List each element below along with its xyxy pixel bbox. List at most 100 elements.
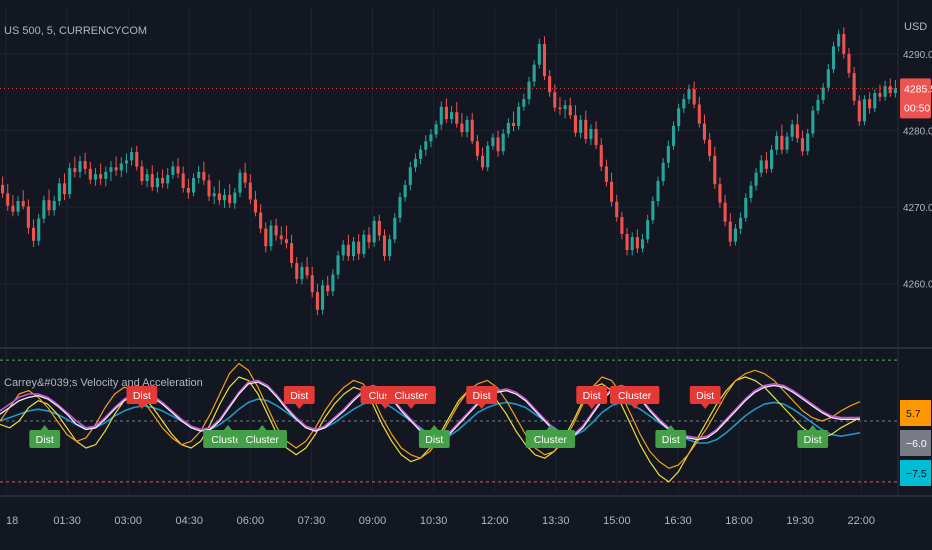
candle-body xyxy=(615,201,619,218)
candle xyxy=(119,157,123,178)
candle xyxy=(666,140,670,169)
candle xyxy=(202,161,206,185)
candle xyxy=(264,222,268,253)
candle xyxy=(475,135,479,161)
candle xyxy=(847,47,851,78)
candle-body xyxy=(238,172,242,193)
signal-text: Cluster xyxy=(211,434,245,446)
candle xyxy=(831,41,836,74)
candle xyxy=(336,250,340,280)
candle xyxy=(83,152,87,175)
candle-body xyxy=(42,200,46,219)
candle-body xyxy=(749,185,753,198)
candle xyxy=(486,141,490,172)
signal-text: Dist xyxy=(583,390,601,402)
candle-body xyxy=(99,174,103,179)
candle xyxy=(708,132,712,162)
candle-body xyxy=(130,151,134,161)
candle xyxy=(501,129,505,156)
time-tick-label: 10:30 xyxy=(420,515,448,527)
signal-pointer xyxy=(381,404,390,409)
candle xyxy=(331,269,335,296)
price-tick-label: 4290.0 xyxy=(903,50,932,61)
candle xyxy=(826,63,830,92)
candle xyxy=(671,121,676,150)
candle xyxy=(197,165,201,184)
candle xyxy=(842,27,846,59)
signal-label-bear: Dist xyxy=(283,386,315,409)
candle xyxy=(233,187,237,209)
signal-pointer xyxy=(701,404,710,409)
candle xyxy=(68,162,72,199)
time-tick-label: 22:00 xyxy=(847,515,875,527)
signal-text: Cluster xyxy=(246,434,280,446)
candle xyxy=(677,103,681,132)
signal-pointer xyxy=(666,425,675,430)
candle xyxy=(57,178,61,206)
candle xyxy=(764,151,768,174)
candle xyxy=(124,153,128,173)
candle-body xyxy=(790,124,794,137)
candle-body xyxy=(450,112,454,120)
candle-body xyxy=(21,201,25,207)
candle-body xyxy=(496,137,500,152)
signal-pointer xyxy=(630,404,639,409)
time-tick-label: 12:00 xyxy=(481,515,509,527)
candle xyxy=(145,168,149,188)
last-price-badge xyxy=(900,78,931,119)
candle xyxy=(754,168,758,191)
candle-body xyxy=(888,86,892,94)
candle xyxy=(222,188,227,208)
candle-body xyxy=(346,244,350,257)
candle xyxy=(542,36,547,80)
signal-text: Dist xyxy=(133,390,151,402)
candle-body xyxy=(713,155,717,185)
countdown-label: 00:50 xyxy=(904,102,930,114)
candle-body xyxy=(656,181,660,202)
candle-body xyxy=(88,168,92,180)
candle-body xyxy=(274,225,278,236)
candle xyxy=(408,161,412,191)
indicator-title[interactable]: Carrey&#039;s Velocity and Acceleration xyxy=(4,377,203,389)
candle xyxy=(610,172,614,207)
symbol-title[interactable]: US 500, 5, CURRENCYCOM xyxy=(4,25,148,37)
candle-body xyxy=(357,241,361,254)
candle xyxy=(31,219,36,247)
candle-body xyxy=(775,135,779,150)
candle xyxy=(295,256,299,284)
candle-body xyxy=(37,218,41,241)
candle xyxy=(506,118,510,138)
candle-body xyxy=(166,174,170,184)
candle-body xyxy=(264,228,268,247)
candle-body xyxy=(579,119,583,133)
candles xyxy=(1,27,897,316)
signal-box xyxy=(386,386,436,404)
signal-text: Dist xyxy=(662,434,680,446)
candle xyxy=(62,173,67,201)
signal-box xyxy=(29,430,61,448)
candle xyxy=(759,155,763,178)
candle-body xyxy=(527,81,531,100)
candle-body xyxy=(207,180,211,197)
candle-body xyxy=(419,149,423,159)
candle-body xyxy=(873,93,877,109)
indicator-value-badge xyxy=(900,430,931,456)
signal-label-bull: Cluster xyxy=(525,425,576,448)
price-tick-label: 4270.0 xyxy=(903,203,932,214)
candle xyxy=(579,115,583,139)
candle-body xyxy=(434,124,438,135)
candle-body xyxy=(202,171,206,181)
candle xyxy=(73,156,77,178)
candle-body xyxy=(161,178,165,184)
candle-body xyxy=(594,129,598,146)
candle xyxy=(367,227,371,249)
candle-body xyxy=(568,105,572,116)
candle-body xyxy=(821,87,825,100)
candle xyxy=(584,110,588,144)
candle-body xyxy=(124,160,128,164)
candle xyxy=(811,106,815,138)
candle xyxy=(388,234,392,261)
candle xyxy=(444,98,448,123)
